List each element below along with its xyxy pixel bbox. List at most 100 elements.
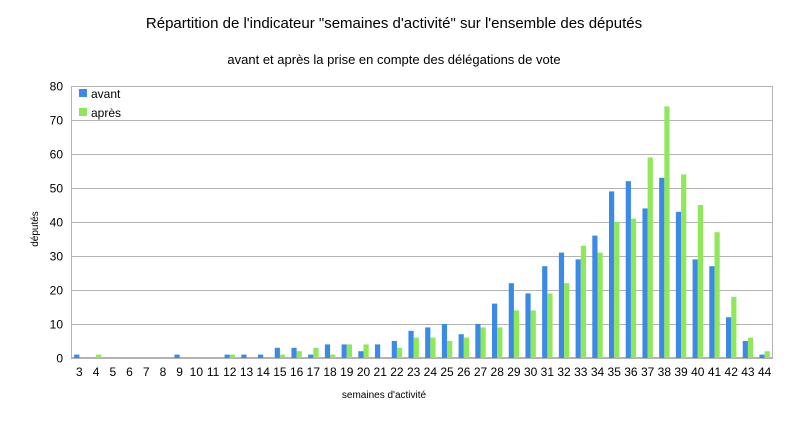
x-tick-label: 9 (176, 365, 183, 379)
bar-apres (346, 344, 352, 358)
x-tick-label: 22 (390, 365, 404, 379)
y-tick-label: 30 (50, 250, 64, 264)
bar-avant (659, 177, 665, 358)
bar-avant (492, 303, 498, 358)
x-tick-label: 33 (574, 365, 588, 379)
bar-avant (74, 354, 80, 358)
x-tick-label: 15 (273, 365, 287, 379)
y-tick-label: 40 (50, 216, 64, 230)
bar-apres (580, 245, 586, 358)
x-tick-label: 4 (93, 365, 100, 379)
grid-lines (71, 86, 773, 359)
bar-avant (291, 347, 297, 358)
bar-avant (642, 208, 648, 358)
bar-apres (296, 351, 302, 358)
bar-avant (458, 334, 464, 358)
bar-avant (609, 191, 615, 358)
bar-avant (592, 235, 598, 358)
bar-avant (726, 317, 732, 358)
x-tick-label: 41 (708, 365, 722, 379)
bar-apres (564, 283, 570, 358)
bar-avant (341, 344, 347, 358)
bar-avant (575, 259, 581, 358)
x-tick-label: 19 (340, 365, 354, 379)
bar-avant (625, 181, 631, 358)
x-tick-label: 43 (741, 365, 755, 379)
bar-apres (229, 354, 235, 358)
plot-frame (71, 86, 773, 358)
bar-apres (480, 327, 486, 358)
x-tick-label: 21 (374, 365, 388, 379)
x-tick-label: 36 (624, 365, 638, 379)
x-tick-label: 18 (323, 365, 337, 379)
bar-apres (547, 293, 553, 358)
bar-apres (614, 222, 620, 358)
x-tick-label: 24 (424, 365, 438, 379)
x-tick-label: 29 (507, 365, 521, 379)
bar-avant (542, 266, 548, 358)
x-tick-label: 12 (223, 365, 237, 379)
bar-apres (396, 347, 403, 358)
bar-avant (358, 351, 364, 358)
bar-apres (513, 310, 520, 358)
bar-apres (447, 341, 453, 358)
bar-avant (324, 344, 331, 358)
x-tick-label: 10 (190, 365, 204, 379)
bar-apres (714, 232, 720, 358)
y-tick-label: 20 (50, 284, 64, 298)
bar-apres (731, 296, 737, 358)
bar-apres (647, 157, 653, 358)
chart-subtitle: avant et après la prise en compte des dé… (227, 52, 561, 67)
x-tick-label: 35 (608, 365, 622, 379)
legend: avant après (79, 87, 121, 120)
bar-apres (363, 344, 369, 358)
x-tick-label: 17 (307, 365, 321, 379)
x-tick-label: 44 (758, 365, 772, 379)
bar-apres (463, 337, 469, 358)
bar-avant (475, 324, 481, 358)
bar-avant (692, 259, 698, 358)
bar-avant (174, 354, 180, 358)
bar-avant (375, 344, 381, 358)
x-tick-label: 30 (524, 365, 538, 379)
y-tick-label: 60 (50, 148, 64, 162)
bar-apres (497, 327, 503, 358)
x-tick-label: 25 (440, 365, 454, 379)
bar-avant (425, 327, 431, 358)
bar-avant (558, 252, 565, 358)
x-tick-label: 39 (674, 365, 688, 379)
bar-avant (675, 211, 682, 358)
bar-apres (630, 218, 637, 358)
x-tick-label: 26 (457, 365, 471, 379)
x-tick-label: 32 (557, 365, 571, 379)
bar-avant (258, 354, 264, 358)
x-tick-label: 20 (357, 365, 371, 379)
chart-title: Répartition de l'indicateur "semaines d'… (145, 15, 643, 32)
x-tick-label: 3 (76, 365, 83, 379)
x-axis-title: semaines d'activité (342, 390, 427, 401)
legend-swatch-avant (79, 89, 87, 97)
bar-avant (742, 341, 748, 358)
bar-apres (279, 354, 286, 358)
y-tick-label: 50 (50, 182, 64, 196)
x-tick-label: 11 (207, 365, 220, 379)
y-tick-label: 70 (50, 114, 64, 128)
bar-avant (224, 354, 230, 358)
x-tick-label: 13 (240, 365, 254, 379)
x-tick-label: 7 (143, 365, 150, 379)
bar-apres (681, 174, 687, 358)
y-tick-label: 10 (50, 318, 64, 332)
x-tick-label: 16 (290, 365, 304, 379)
bar-apres (747, 337, 754, 358)
bar-avant (441, 324, 448, 358)
bar-avant (308, 354, 314, 358)
bar-avant (508, 283, 514, 358)
bar-avant (709, 266, 715, 358)
x-tick-label: 37 (641, 365, 655, 379)
legend-swatch-apres (79, 108, 87, 116)
x-tick-label: 14 (257, 365, 271, 379)
bar-apres (330, 354, 336, 358)
legend-label-avant: avant (91, 87, 121, 101)
